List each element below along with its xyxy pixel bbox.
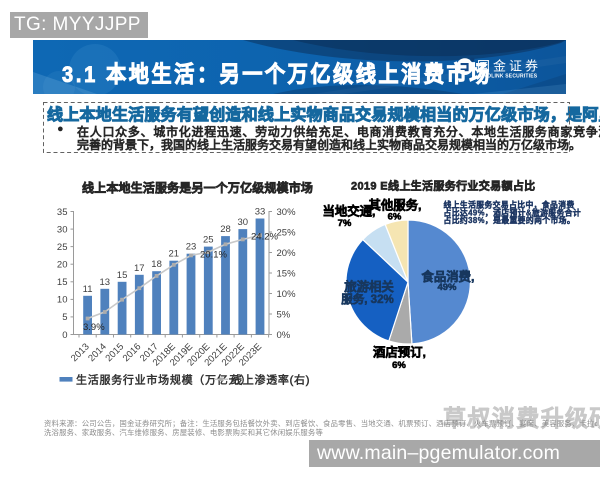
- svg-text:28: 28: [220, 224, 231, 235]
- svg-text:7%: 7%: [338, 218, 352, 229]
- svg-text:33: 33: [255, 207, 266, 218]
- svg-text:20.1%: 20.1%: [200, 250, 227, 261]
- svg-text:11: 11: [83, 284, 93, 295]
- svg-text:30: 30: [238, 217, 249, 228]
- svg-text:17: 17: [134, 263, 145, 274]
- svg-text:酒店预订,: 酒店预订,: [373, 344, 426, 359]
- svg-text:24.2%: 24.2%: [251, 232, 278, 243]
- svg-text:35: 35: [57, 207, 68, 218]
- svg-text:6%: 6%: [388, 211, 402, 222]
- svg-text:23: 23: [186, 242, 197, 253]
- svg-text:3.9%: 3.9%: [83, 322, 105, 333]
- svg-text:占比达49%，酒店预计&旅游服务合计: 占比达49%，酒店预计&旅游服务合计: [444, 207, 582, 217]
- svg-text:2016: 2016: [121, 341, 144, 364]
- svg-text:18: 18: [151, 259, 162, 270]
- svg-text:15%: 15%: [277, 268, 297, 279]
- svg-text:0: 0: [62, 330, 67, 341]
- svg-text:2014: 2014: [86, 341, 109, 364]
- svg-text:13: 13: [100, 277, 111, 288]
- svg-text:30%: 30%: [277, 207, 297, 218]
- svg-text:国金证券: 国金证券: [477, 59, 541, 74]
- svg-text:食品消费,: 食品消费,: [420, 269, 474, 284]
- svg-text:旅游相关: 旅游相关: [344, 279, 394, 294]
- svg-text:2019 E线上生活服务行业交易额占比: 2019 E线上生活服务行业交易额占比: [351, 179, 536, 193]
- svg-text:25: 25: [203, 235, 214, 246]
- svg-text:占比约38%，是最重要的两个市场。: 占比约38%，是最重要的两个市场。: [444, 215, 576, 225]
- svg-text:6%: 6%: [392, 360, 406, 371]
- svg-text:5%: 5%: [277, 309, 291, 320]
- svg-text:5: 5: [62, 312, 67, 323]
- svg-text:线上本地生活服务是另一个万亿级规模市场: 线上本地生活服务是另一个万亿级规模市场: [82, 180, 313, 195]
- svg-text:20%: 20%: [277, 248, 297, 259]
- svg-text:10%: 10%: [277, 289, 297, 300]
- svg-text:0%: 0%: [277, 330, 291, 341]
- svg-text:线上渗透率(右): 线上渗透率(右): [231, 373, 310, 387]
- svg-text:其他服务,: 其他服务,: [368, 198, 421, 213]
- svg-text:15: 15: [117, 270, 128, 281]
- svg-text:25: 25: [57, 242, 68, 253]
- svg-text:2015: 2015: [103, 341, 126, 364]
- svg-text:SINOLINK SECURITIES: SINOLINK SECURITIES: [478, 73, 538, 79]
- svg-text:服务, 32%: 服务, 32%: [341, 292, 393, 306]
- svg-text:49%: 49%: [437, 282, 457, 293]
- svg-text:25%: 25%: [277, 227, 297, 238]
- svg-text:10: 10: [57, 295, 68, 306]
- svg-text:30: 30: [57, 224, 68, 235]
- svg-text:线上生活服务交易占比中，食品消费: 线上生活服务交易占比中，食品消费: [444, 200, 575, 210]
- svg-text:15: 15: [57, 277, 68, 288]
- svg-text:2013: 2013: [69, 341, 92, 364]
- svg-text:20: 20: [57, 260, 68, 271]
- svg-text:生活服务行业市场规模（万亿元）: 生活服务行业市场规模（万亿元）: [76, 373, 252, 387]
- svg-text:当地交通,: 当地交通,: [322, 204, 375, 219]
- svg-text:21: 21: [169, 249, 180, 260]
